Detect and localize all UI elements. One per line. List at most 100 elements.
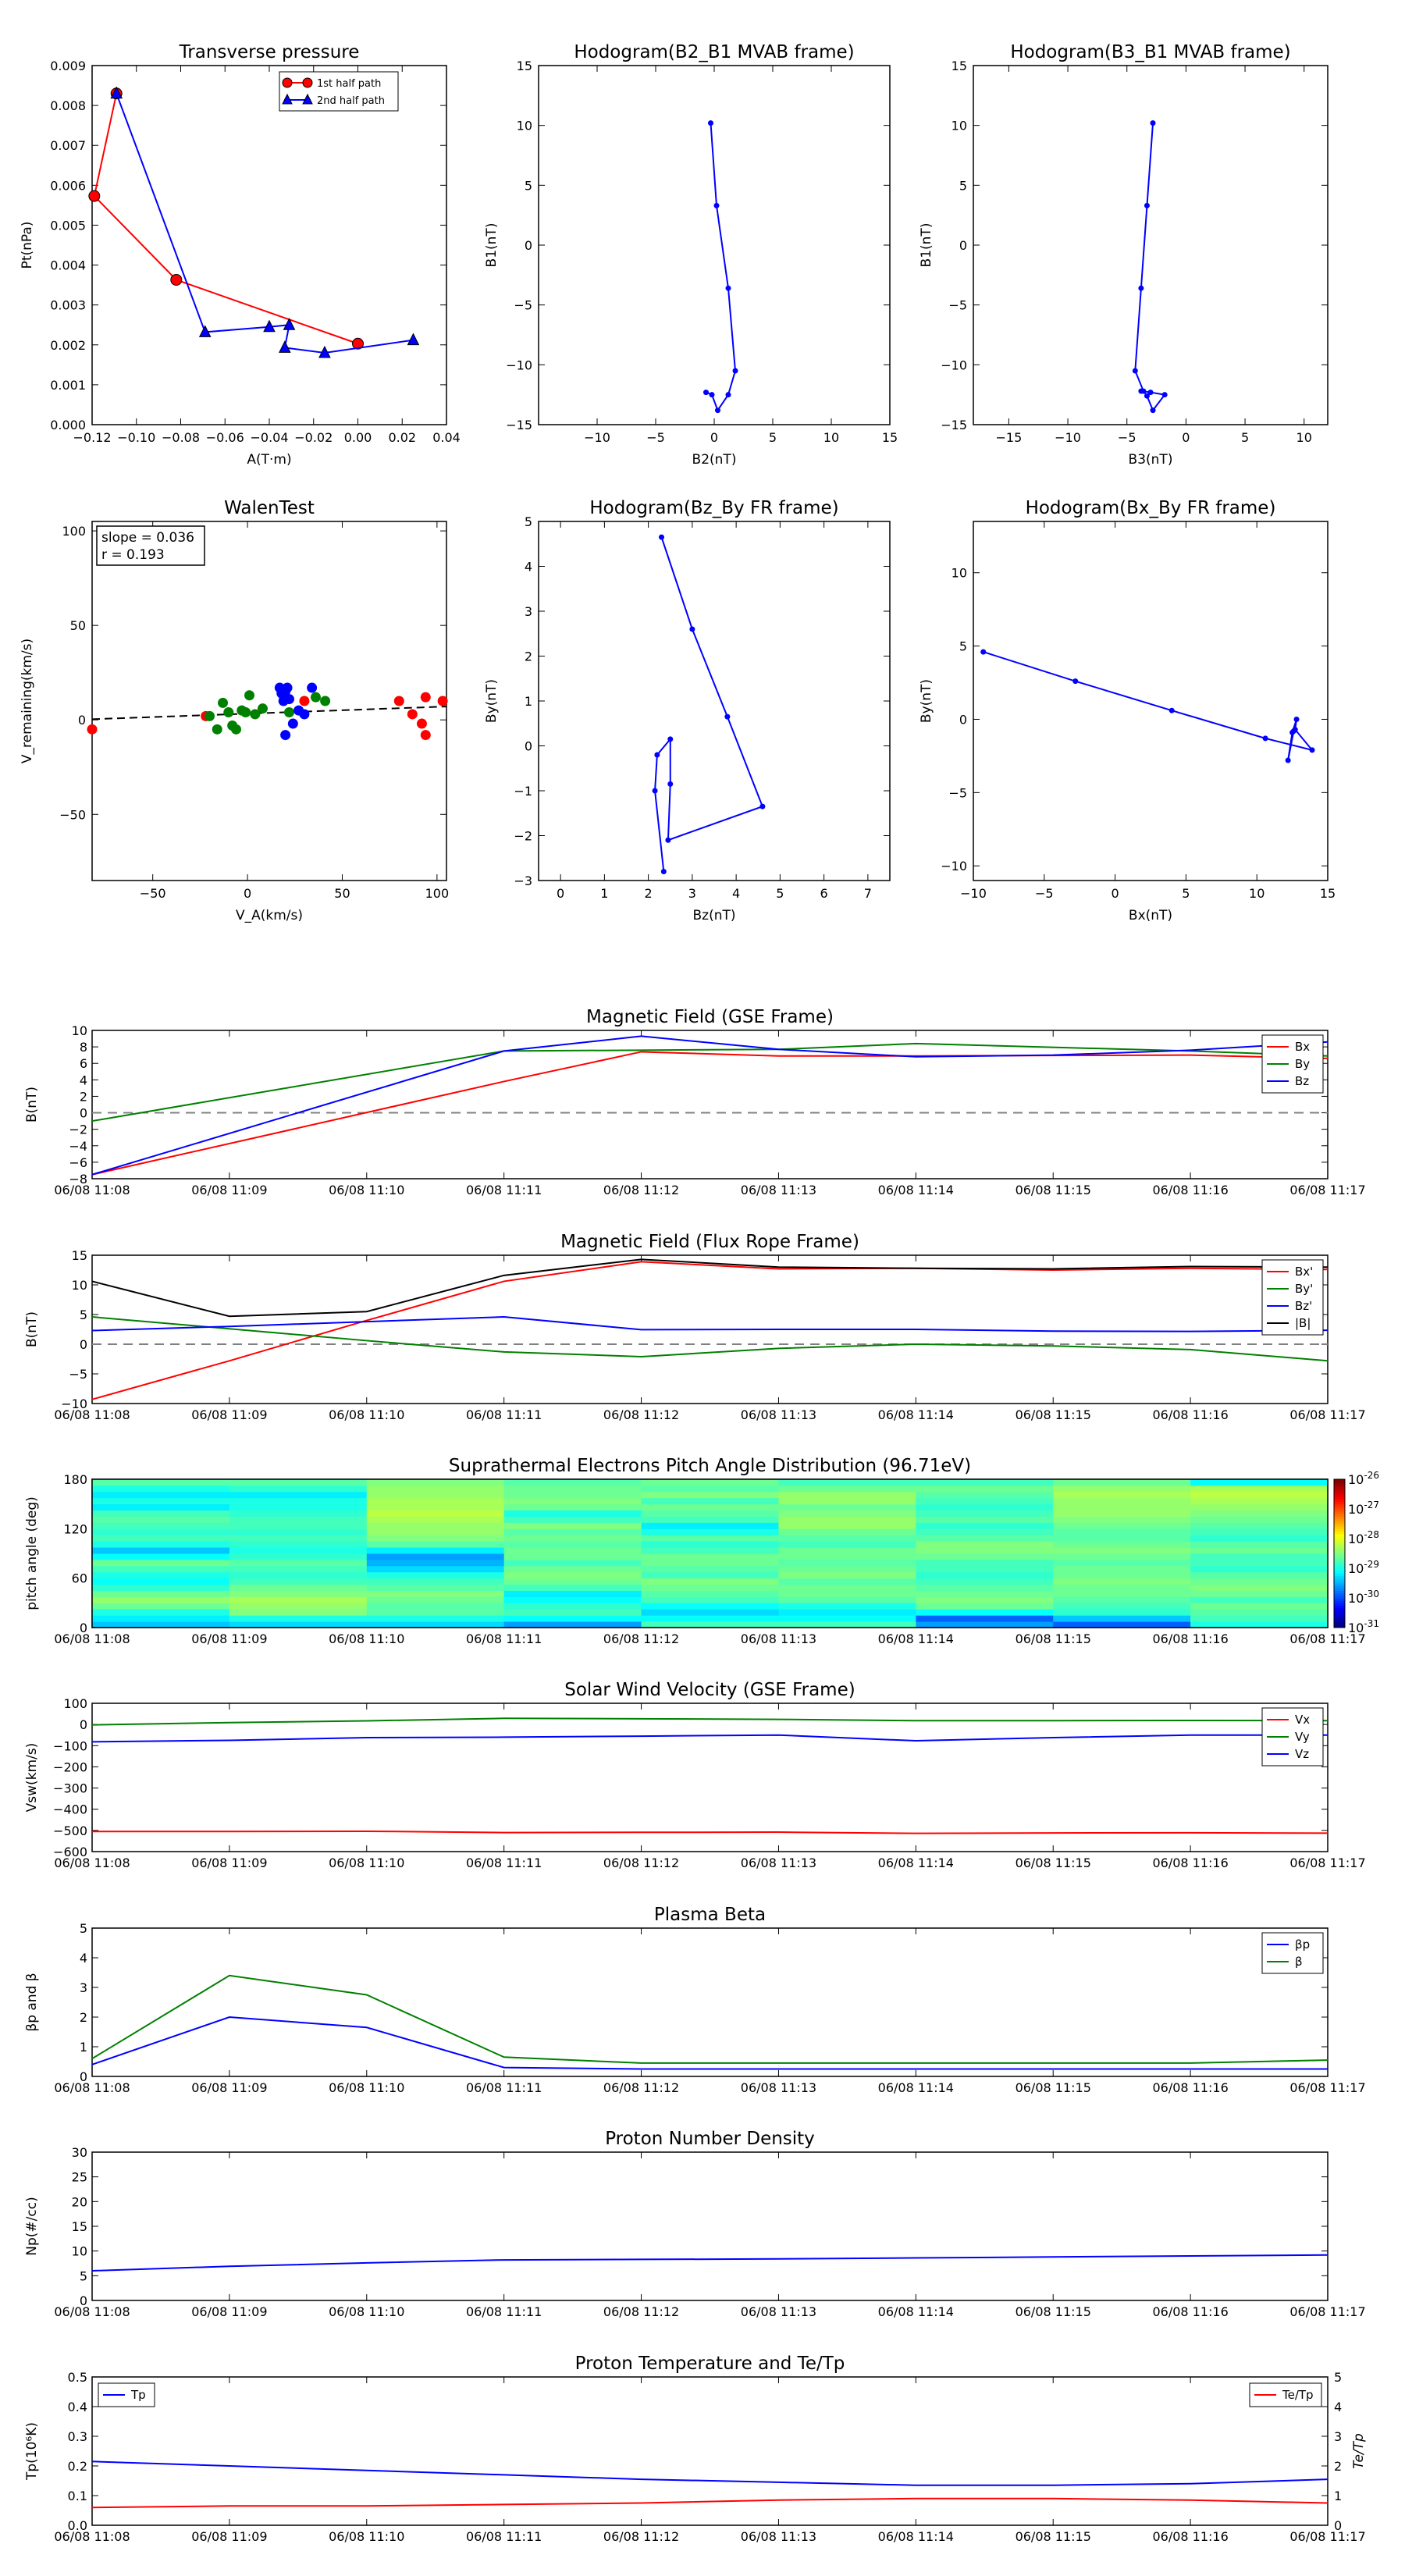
heatmap-cell	[916, 1603, 1054, 1610]
y-tick-label: 5	[959, 639, 967, 654]
x-tick-label: 06/08 11:16	[1152, 2529, 1228, 2544]
colorbar-step	[1334, 1539, 1345, 1542]
data-point	[708, 120, 713, 126]
heatmap-cell	[92, 1559, 230, 1567]
heatmap-cell	[92, 1535, 230, 1542]
heatmap-cell	[1053, 1584, 1191, 1591]
x-tick-label: −0.06	[206, 430, 244, 445]
data-point	[320, 696, 331, 706]
colorbar-step	[1334, 1563, 1345, 1567]
colorbar-step	[1334, 1546, 1345, 1550]
y-tick-label: 0.000	[50, 418, 86, 432]
y-tick-label: −300	[53, 1781, 87, 1796]
heatmap-cell	[778, 1485, 916, 1493]
y-tick-label: 10	[72, 2244, 87, 2259]
y-tick-label: 0.006	[50, 178, 86, 193]
x-tick-label: 06/08 11:17	[1289, 2080, 1365, 2095]
x-axis-label: A(T·m)	[247, 452, 291, 468]
x-tick-label: 06/08 11:10	[329, 1856, 404, 1870]
heatmap-cell	[229, 1479, 368, 1486]
chart-title: Magnetic Field (GSE Frame)	[586, 1007, 834, 1027]
x-tick-label: 06/08 11:14	[878, 1183, 954, 1197]
y-tick-label: 0	[80, 2293, 87, 2308]
heatmap-cell	[1190, 1535, 1329, 1542]
chart-beta: Plasma Beta 06/08 11:08 06/08 11:09 06/08 1…	[24, 1905, 1366, 2095]
heatmap-cell	[641, 1553, 779, 1560]
heatmap-cell	[229, 1596, 368, 1603]
y-axis-label: Vsw(km/s)	[24, 1743, 40, 1813]
x-tick-label: 06/08 11:10	[329, 2529, 404, 2544]
data-point	[223, 707, 234, 718]
x-tick-label: 06/08 11:17	[1289, 1183, 1365, 1197]
x-tick-label: 06/08 11:17	[1289, 2304, 1365, 2319]
data-point	[283, 694, 294, 705]
y-tick-label: 10	[72, 1023, 87, 1038]
legend-label: Bx	[1295, 1040, 1310, 1054]
heatmap-cell	[778, 1615, 916, 1622]
colorbar-step	[1334, 1565, 1345, 1569]
x-tick-label: 06/08 11:09	[191, 2080, 267, 2095]
y2-tick-label: 2	[1334, 2459, 1342, 2474]
series-line	[983, 651, 1314, 761]
y-tick-label: 0.3	[68, 2429, 87, 2444]
heatmap-cell	[1053, 1522, 1191, 1529]
x-tick-label: −50	[140, 886, 166, 901]
y-tick-label: 0	[80, 1106, 87, 1121]
x-tick-label: 0	[1112, 886, 1119, 901]
heatmap-cell	[503, 1522, 642, 1529]
heatmap-cell	[1190, 1590, 1329, 1597]
data-point	[282, 682, 293, 693]
data-point	[1138, 285, 1144, 291]
legend-label: Vy	[1295, 1730, 1310, 1744]
colorbar-label: 10-26	[1348, 1470, 1379, 1487]
heatmap-cell	[1190, 1491, 1329, 1499]
legend-label: βp	[1295, 1937, 1310, 1952]
heatmap-cell	[1053, 1479, 1191, 1486]
heatmap-cell	[1190, 1603, 1329, 1610]
heatmap-cell	[778, 1491, 916, 1499]
heatmap-cell	[229, 1621, 368, 1628]
y-tick-label: −200	[53, 1759, 87, 1774]
heatmap-cell	[503, 1553, 642, 1560]
colorbar-step	[1334, 1624, 1345, 1628]
heatmap-cell	[778, 1503, 916, 1511]
heatmap-cell	[1190, 1485, 1329, 1493]
x-tick-label: 06/08 11:15	[1016, 1856, 1091, 1870]
chart-vsw: Solar Wind Velocity (GSE Frame) 06/08 11:…	[24, 1680, 1366, 1870]
heatmap-cell	[1190, 1584, 1329, 1591]
y-tick-label: −4	[69, 1139, 87, 1154]
y-tick-label: 10	[517, 119, 532, 133]
y-tick-label: −1	[514, 784, 532, 799]
heatmap-cell	[229, 1510, 368, 1517]
heatmap-cell	[503, 1510, 642, 1517]
y-tick-label: 0	[80, 1621, 87, 1635]
x-tick-label: 06/08 11:12	[603, 1856, 679, 1870]
y-tick-label: 15	[517, 59, 532, 73]
legend: βp β	[1261, 1932, 1324, 1974]
x-tick-label: 06/08 11:15	[1016, 1407, 1091, 1422]
heatmap-cell	[1053, 1541, 1191, 1548]
colorbar-step	[1334, 1583, 1345, 1586]
series-line	[91, 2497, 1329, 2509]
series-line	[93, 93, 358, 345]
data-point	[703, 390, 709, 396]
heatmap-cell	[366, 1535, 505, 1542]
heatmap-cell	[92, 1522, 230, 1529]
heatmap-cell	[916, 1479, 1054, 1486]
legend-marker	[302, 93, 313, 105]
heatmap-cell	[1053, 1621, 1191, 1628]
data-point	[759, 803, 766, 809]
x-tick-label: 06/08 11:17	[1289, 1631, 1365, 1646]
series-line	[91, 2254, 1329, 2272]
y-tick-label: −10	[61, 1397, 87, 1411]
heatmap-cell	[778, 1571, 916, 1579]
legend-frame	[1261, 1932, 1324, 1974]
heatmap-cell	[503, 1603, 642, 1610]
heatmap-cell	[916, 1497, 1054, 1505]
heatmap-cell	[92, 1479, 230, 1486]
series-line	[116, 93, 414, 354]
heatmap-cell	[641, 1491, 779, 1499]
colorbar-step	[1334, 1600, 1345, 1603]
heatmap-cell	[503, 1491, 642, 1499]
heatmap-cell	[1190, 1615, 1329, 1622]
